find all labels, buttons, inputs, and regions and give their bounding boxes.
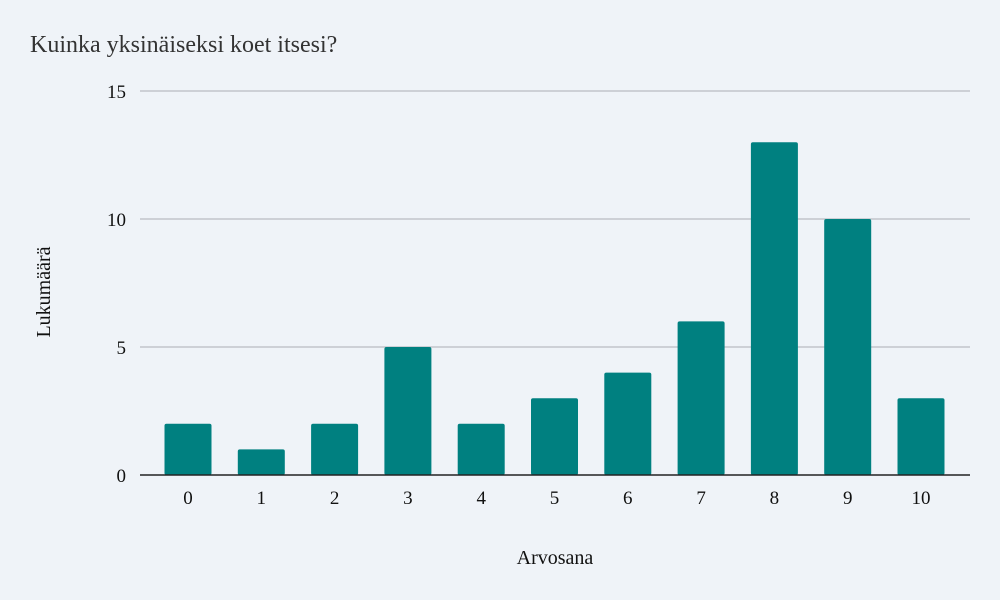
- x-tick-label: 1: [257, 488, 267, 509]
- y-axis-ticks: 0 5 10 15: [107, 82, 126, 487]
- y-tick-label: 10: [107, 210, 126, 231]
- bars: [164, 142, 945, 475]
- y-tick-label: 5: [117, 338, 127, 359]
- bar-7: [677, 321, 725, 475]
- bar-0: [164, 423, 212, 475]
- x-tick-label: 3: [403, 488, 413, 509]
- bar-1: [237, 449, 285, 475]
- bar-4: [457, 423, 505, 475]
- bar-9: [824, 219, 872, 475]
- x-axis-ticks: 0 1 2 3 4 5 6 7 8 9 10: [183, 488, 930, 509]
- bar-8: [750, 142, 798, 475]
- x-tick-label: 4: [476, 488, 486, 509]
- chart-title: Kuinka yksinäiseksi koet itsesi?: [30, 32, 337, 58]
- x-tick-label: 5: [550, 488, 560, 509]
- bar-3: [384, 347, 432, 475]
- x-tick-label: 8: [770, 488, 780, 509]
- y-axis-label: Lukumäärä: [33, 246, 55, 337]
- bar-2: [311, 423, 359, 475]
- x-tick-label: 2: [330, 488, 340, 509]
- x-axis-label: Arvosana: [517, 547, 594, 569]
- bar-5: [531, 398, 578, 475]
- x-tick-label: 6: [623, 488, 633, 509]
- bar-6: [604, 372, 652, 475]
- bar-10: [897, 398, 945, 475]
- y-tick-label: 15: [107, 82, 126, 103]
- x-tick-label: 10: [912, 488, 931, 509]
- x-tick-label: 7: [696, 488, 706, 509]
- y-tick-label: 0: [117, 466, 127, 487]
- x-tick-label: 0: [183, 488, 193, 509]
- x-tick-label: 9: [843, 488, 853, 509]
